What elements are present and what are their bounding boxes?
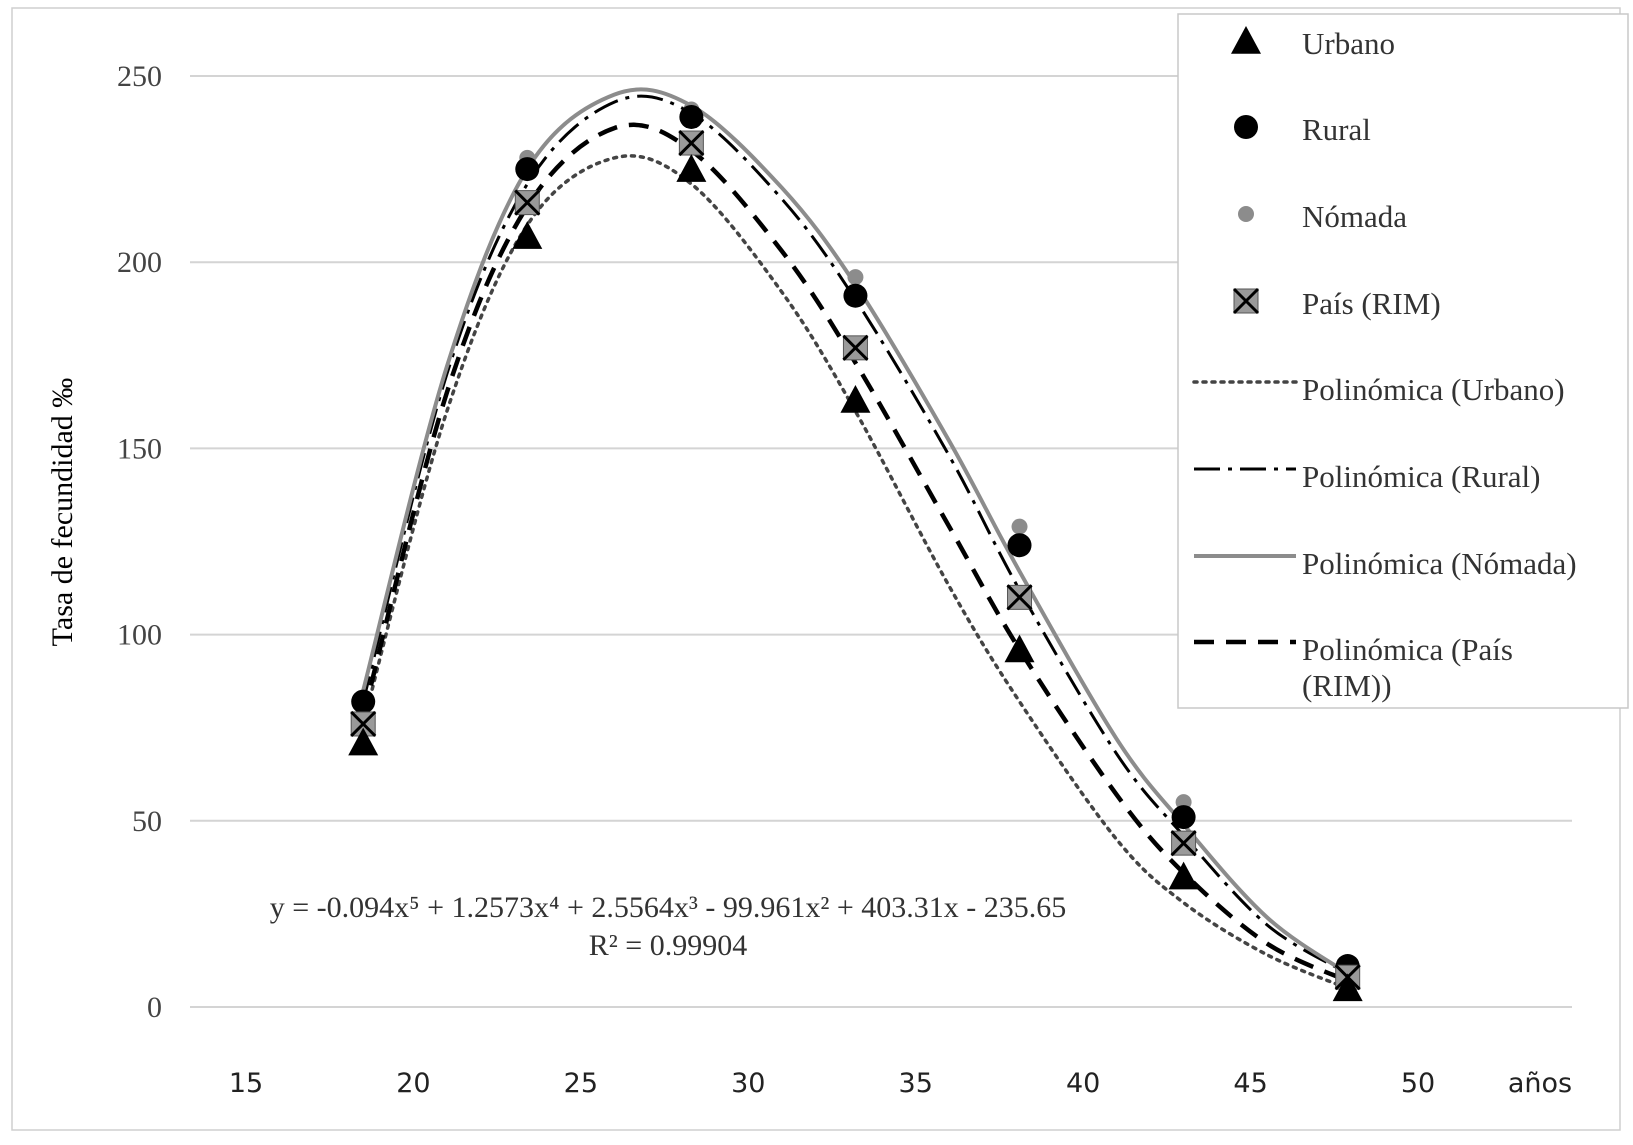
data-point (1004, 634, 1035, 663)
data-point-cross (350, 710, 377, 738)
series-pa-s-rim- (350, 129, 1361, 991)
legend-label: País (RIM) (1302, 286, 1441, 321)
series-rural (351, 104, 1360, 979)
x-tick-label: 15 (229, 1068, 263, 1099)
y-axis-ticks: 0 50 100 150 200 250 (117, 60, 162, 1024)
legend-label: Rural (1302, 112, 1371, 147)
data-point (679, 104, 704, 129)
x-tick-label: 25 (564, 1068, 598, 1099)
legend-label: Nómada (1302, 199, 1407, 234)
legend-item: Polinómica (Rural) (1194, 459, 1540, 494)
x-tick-label: 30 (731, 1068, 765, 1099)
legend-item: Urbano (1231, 26, 1395, 61)
legend-item: Polinómica (Urbano) (1192, 372, 1565, 407)
r-squared-text: R² = 0.99904 (589, 929, 747, 962)
data-point (1007, 533, 1032, 558)
data-point (1332, 973, 1363, 1002)
legend-label: Polinómica (Rural) (1302, 459, 1540, 494)
data-point (676, 154, 707, 182)
x-axis-label: años (1508, 1068, 1572, 1099)
equation-text: y = -0.094x⁵ + 1.2573x⁴ + 2.5564x³ - 99.… (270, 891, 1067, 924)
data-point-cross (1170, 830, 1197, 857)
data-point (840, 384, 871, 413)
data-point (1168, 861, 1199, 890)
data-point (847, 269, 864, 286)
legend-label: Urbano (1302, 26, 1395, 61)
data-point-cross (514, 189, 541, 216)
legend-item: País (RIM) (1232, 286, 1441, 321)
data-markers (348, 101, 1363, 1002)
trendline-dash-dot (361, 94, 1349, 975)
trendline-dashed (361, 122, 1349, 983)
x-axis-ticks: 15 20 25 30 35 40 45 50 años (229, 1068, 1572, 1099)
data-point (348, 727, 379, 756)
x-tick-label: 40 (1066, 1068, 1100, 1099)
regression-annotation: y = -0.094x⁵ + 1.2573x⁴ + 2.5564x³ - 99.… (270, 891, 1067, 962)
y-tick-label: 0 (147, 991, 162, 1024)
data-point (512, 221, 543, 249)
series-urbano (348, 154, 1363, 1002)
data-point-cross (678, 129, 705, 157)
y-tick-label: 50 (132, 805, 162, 838)
data-point (1011, 518, 1028, 535)
legend-label-line2: (RIM)) (1302, 668, 1392, 703)
legend: Urbano Rural Nómada País (RIM) Polinómica (U… (1177, 13, 1629, 709)
legend-item: Rural (1234, 112, 1371, 147)
legend-item: Polinómica (Nómada) (1194, 546, 1577, 581)
x-tick-label: 35 (899, 1068, 933, 1099)
x-tick-label: 50 (1401, 1068, 1435, 1099)
data-point (351, 689, 376, 714)
legend-swatch (1234, 115, 1258, 139)
trendline-solid (361, 87, 1349, 976)
legend-label: Polinómica (Nómada) (1302, 546, 1577, 581)
y-tick-label: 200 (117, 246, 162, 279)
data-point-cross (1006, 584, 1033, 611)
legend-label: Polinómica (Urbano) (1302, 372, 1565, 407)
data-point (843, 283, 868, 308)
trendlines (361, 87, 1350, 991)
y-tick-label: 150 (117, 432, 162, 465)
y-tick-label: 250 (117, 60, 162, 93)
y-tick-label: 100 (117, 619, 162, 652)
legend-item: Polinómica (País(RIM)) (1194, 632, 1513, 703)
legend-swatch (1231, 26, 1261, 54)
y-axis-label: Tasa de fecundidad ‰ (46, 378, 79, 647)
x-tick-label: 45 (1233, 1068, 1267, 1099)
trendline-dotted (361, 154, 1350, 991)
legend-item: Nómada (1238, 199, 1407, 234)
data-point (515, 157, 540, 182)
data-point-cross (842, 334, 869, 361)
legend-label: Polinómica (País (1302, 632, 1513, 667)
x-tick-label: 20 (396, 1068, 430, 1099)
legend-swatch-cross (1232, 287, 1260, 315)
data-point (1171, 805, 1196, 830)
legend-swatch (1238, 206, 1254, 222)
